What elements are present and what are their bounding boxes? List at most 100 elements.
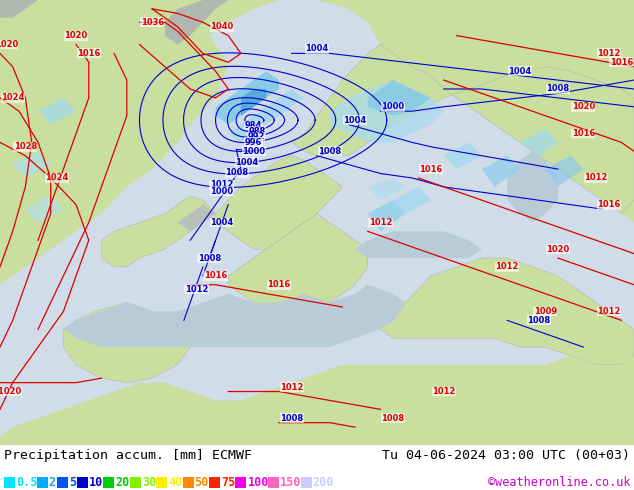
- Polygon shape: [545, 156, 583, 187]
- FancyBboxPatch shape: [57, 477, 68, 488]
- Text: 1008: 1008: [280, 414, 303, 423]
- Text: 5: 5: [69, 476, 76, 489]
- Polygon shape: [178, 0, 634, 222]
- Text: 1009: 1009: [534, 307, 557, 316]
- Polygon shape: [25, 196, 63, 222]
- Text: 1020: 1020: [572, 102, 595, 111]
- Text: 1012: 1012: [585, 173, 607, 182]
- FancyBboxPatch shape: [209, 477, 220, 488]
- Text: 1028: 1028: [14, 142, 37, 151]
- Text: 1004: 1004: [306, 45, 328, 53]
- Text: 0.5: 0.5: [16, 476, 37, 489]
- Text: 1004: 1004: [235, 158, 259, 167]
- Text: 10: 10: [89, 476, 103, 489]
- Text: 50: 50: [195, 476, 209, 489]
- Text: 1008: 1008: [527, 316, 550, 325]
- Polygon shape: [0, 0, 634, 445]
- Text: 20: 20: [115, 476, 129, 489]
- Text: 1012: 1012: [597, 49, 620, 58]
- Text: 1000: 1000: [242, 147, 265, 156]
- Text: 1008: 1008: [225, 168, 248, 177]
- Text: 1016: 1016: [77, 49, 100, 58]
- FancyBboxPatch shape: [130, 477, 141, 488]
- Polygon shape: [228, 89, 304, 143]
- Text: 1004: 1004: [210, 218, 233, 227]
- Text: 1012: 1012: [280, 383, 303, 392]
- Text: 2: 2: [49, 476, 56, 489]
- Polygon shape: [0, 0, 228, 285]
- Text: 30: 30: [142, 476, 156, 489]
- FancyBboxPatch shape: [268, 477, 279, 488]
- Text: 984: 984: [245, 121, 262, 130]
- Text: 1016: 1016: [420, 165, 443, 173]
- Polygon shape: [355, 231, 482, 258]
- Polygon shape: [507, 151, 558, 222]
- Polygon shape: [393, 187, 431, 214]
- Text: 1020: 1020: [65, 31, 87, 40]
- FancyBboxPatch shape: [235, 477, 247, 488]
- Text: 1020: 1020: [547, 245, 569, 254]
- Polygon shape: [13, 151, 51, 178]
- Polygon shape: [178, 205, 216, 231]
- Polygon shape: [228, 214, 368, 329]
- Text: ~1020: ~1020: [0, 387, 22, 396]
- Polygon shape: [216, 156, 342, 249]
- Text: 1040: 1040: [210, 22, 233, 31]
- Polygon shape: [38, 98, 76, 124]
- FancyBboxPatch shape: [156, 477, 167, 488]
- Text: 1016: 1016: [268, 280, 290, 289]
- Text: 150: 150: [280, 476, 301, 489]
- Polygon shape: [330, 80, 444, 143]
- Polygon shape: [101, 196, 216, 267]
- Polygon shape: [380, 258, 634, 365]
- Text: Precipitation accum. [mm] ECMWF: Precipitation accum. [mm] ECMWF: [4, 449, 252, 462]
- Text: 1012: 1012: [369, 218, 392, 227]
- Text: 1024: 1024: [1, 94, 24, 102]
- Text: 996: 996: [245, 138, 262, 147]
- FancyBboxPatch shape: [301, 477, 311, 488]
- Text: 1016: 1016: [204, 271, 227, 280]
- Polygon shape: [368, 178, 406, 200]
- Text: 1016: 1016: [597, 200, 620, 209]
- Polygon shape: [444, 143, 482, 169]
- Text: 1024: 1024: [46, 173, 68, 182]
- Text: 1016: 1016: [610, 58, 633, 67]
- Text: ©weatheronline.co.uk: ©weatheronline.co.uk: [488, 476, 630, 489]
- Text: 200: 200: [313, 476, 334, 489]
- Polygon shape: [241, 89, 266, 116]
- FancyBboxPatch shape: [183, 477, 193, 488]
- Text: 1016: 1016: [572, 129, 595, 138]
- Polygon shape: [520, 129, 558, 156]
- Polygon shape: [63, 285, 406, 347]
- Text: 100: 100: [247, 476, 269, 489]
- Text: 1008: 1008: [547, 84, 569, 94]
- Text: 1000: 1000: [382, 102, 404, 111]
- Text: 40: 40: [168, 476, 183, 489]
- Text: 75: 75: [221, 476, 235, 489]
- Text: 1004: 1004: [344, 116, 366, 124]
- Text: 1012: 1012: [432, 387, 455, 396]
- Text: 1004: 1004: [508, 67, 531, 75]
- Polygon shape: [0, 0, 38, 18]
- Polygon shape: [63, 302, 190, 383]
- Text: 992: 992: [247, 132, 265, 142]
- FancyBboxPatch shape: [37, 477, 48, 488]
- Polygon shape: [368, 80, 431, 116]
- Polygon shape: [216, 71, 279, 124]
- Text: 1012: 1012: [496, 263, 519, 271]
- FancyBboxPatch shape: [77, 477, 88, 488]
- Polygon shape: [165, 0, 228, 45]
- Polygon shape: [292, 45, 634, 214]
- FancyBboxPatch shape: [103, 477, 114, 488]
- Text: 1012: 1012: [597, 307, 620, 316]
- Text: 1008: 1008: [198, 253, 221, 263]
- Polygon shape: [482, 156, 520, 187]
- Polygon shape: [368, 200, 406, 231]
- Text: 1036: 1036: [141, 18, 164, 27]
- Text: 1008: 1008: [318, 147, 341, 156]
- Text: 1020: 1020: [0, 40, 18, 49]
- Text: 1012: 1012: [185, 285, 208, 294]
- Text: Tu 04-06-2024 03:00 UTC (00+03): Tu 04-06-2024 03:00 UTC (00+03): [382, 449, 630, 462]
- Text: 988: 988: [249, 126, 266, 136]
- Text: 1008: 1008: [382, 414, 404, 423]
